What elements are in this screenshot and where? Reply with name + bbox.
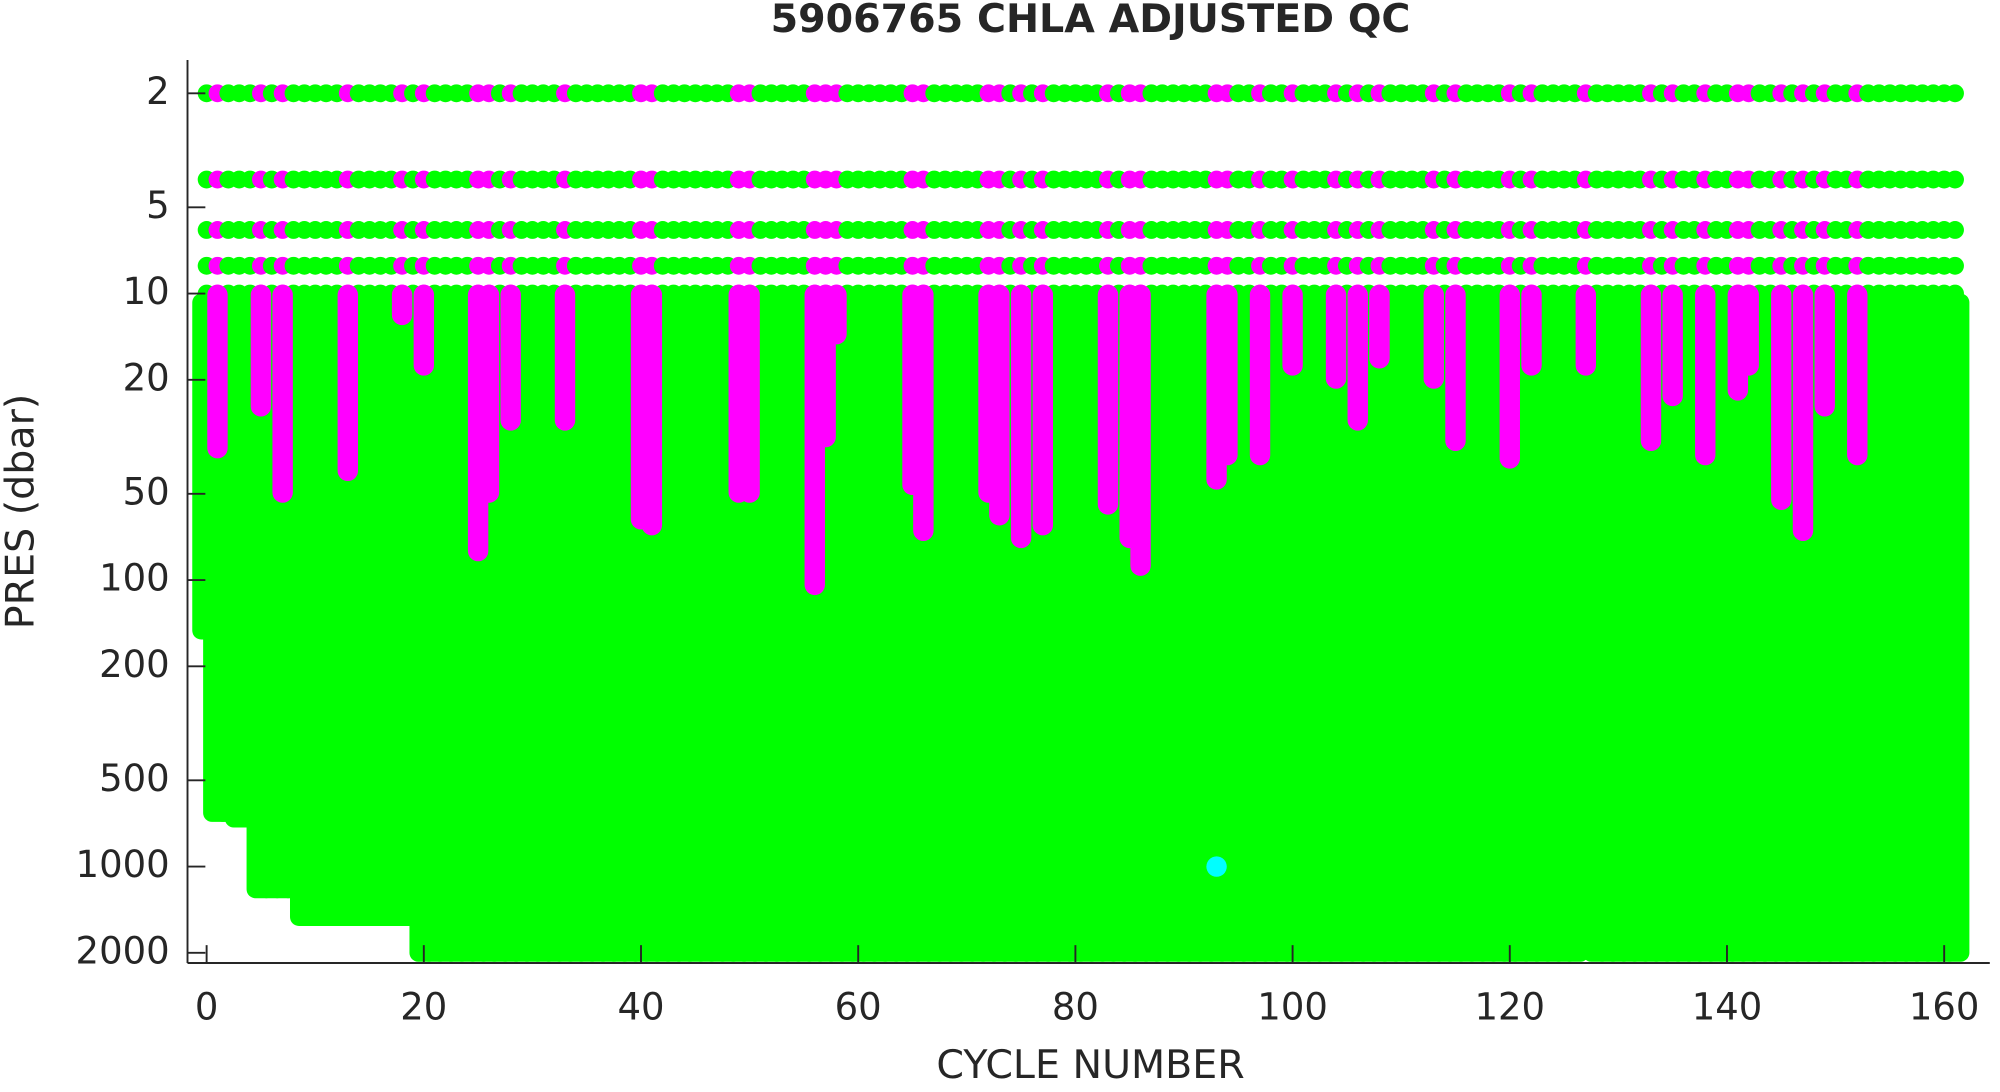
axes: 2 5 10 20 50 100 200 500 1000 2000 0 20 40 60 80 100 120… xyxy=(76,59,1990,1028)
flag-column xyxy=(1347,284,1368,431)
flag-column xyxy=(1325,284,1347,389)
y-tick-label: 200 xyxy=(99,643,170,686)
y-tick-label: 20 xyxy=(123,356,170,399)
x-tick-label: 120 xyxy=(1475,985,1546,1028)
x-tick-label: 20 xyxy=(400,985,447,1028)
flag-column xyxy=(1695,284,1716,466)
surface-point xyxy=(1946,221,1964,239)
flag-column xyxy=(1847,284,1868,466)
y-tick-label: 5 xyxy=(146,184,170,227)
flag-column xyxy=(1423,284,1444,389)
chart-title: 5906765 CHLA ADJUSTED QC xyxy=(771,0,1411,42)
y-tick-label: 50 xyxy=(123,470,170,513)
flag-column xyxy=(1010,284,1032,549)
y-tick-label: 2 xyxy=(146,70,170,113)
flag-column xyxy=(1499,284,1520,469)
flag-column xyxy=(1249,284,1271,466)
x-tick-label: 60 xyxy=(835,985,882,1028)
x-tick-label: 140 xyxy=(1692,985,1763,1028)
surface-point xyxy=(1946,284,1964,303)
flag-column xyxy=(1575,284,1597,376)
flag-column xyxy=(1792,284,1814,542)
flag-column xyxy=(337,284,359,482)
y-tick-label: 100 xyxy=(99,557,170,600)
flag-column xyxy=(641,284,663,536)
flag-column xyxy=(1521,284,1542,376)
point xyxy=(1206,856,1227,877)
surface-point xyxy=(1946,170,1964,189)
plot-area xyxy=(192,84,1970,962)
flag-column xyxy=(272,284,293,503)
flag-column xyxy=(250,284,272,417)
y-tick-label: 500 xyxy=(99,757,170,800)
x-tick-label: 40 xyxy=(617,985,664,1028)
flag-column xyxy=(1032,284,1054,536)
flag-column xyxy=(413,284,435,376)
flag-column xyxy=(391,284,413,326)
flag-column xyxy=(1445,284,1466,452)
flag-column xyxy=(478,284,500,503)
x-tick-label: 80 xyxy=(1052,985,1099,1028)
y-axis-label: PRES (dbar) xyxy=(0,394,43,629)
flag-column xyxy=(1738,284,1759,376)
x-axis-label: CYCLE NUMBER xyxy=(936,1042,1244,1088)
flag-column xyxy=(1097,284,1119,515)
surface-point xyxy=(1946,256,1964,275)
x-tick-label: 160 xyxy=(1909,985,1980,1028)
flag-column xyxy=(1771,284,1792,511)
flag-column xyxy=(1130,284,1151,576)
flag-column xyxy=(500,284,521,431)
y-tick-label: 1000 xyxy=(76,843,170,886)
x-tick-label: 100 xyxy=(1257,985,1328,1028)
flag-column xyxy=(1640,284,1662,452)
flag-column xyxy=(1814,284,1835,417)
flag-column xyxy=(207,284,228,459)
y-tick-label: 10 xyxy=(123,270,170,313)
flag-column xyxy=(1662,284,1683,407)
flag-column xyxy=(913,284,934,542)
profile-column xyxy=(1940,293,1970,962)
surface-point xyxy=(1946,84,1964,103)
flag-column xyxy=(1282,284,1303,376)
flag-column xyxy=(1217,284,1238,466)
y-tick-label: 2000 xyxy=(76,929,170,972)
flag-column xyxy=(989,284,1010,526)
flag-column xyxy=(554,284,576,431)
flag-column xyxy=(826,284,847,345)
x-tick-label: 0 xyxy=(195,985,219,1028)
flag-column xyxy=(739,284,760,503)
flag-column xyxy=(1369,284,1390,369)
